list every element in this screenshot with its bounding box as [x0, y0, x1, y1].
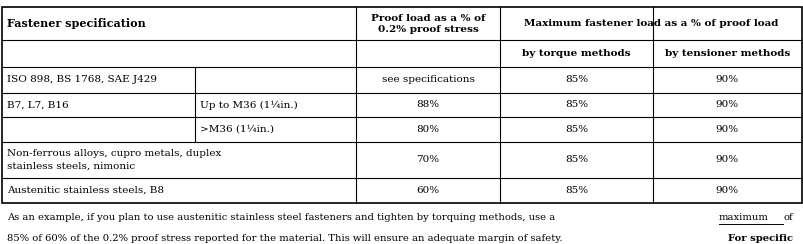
Text: maximum: maximum	[718, 214, 768, 223]
Text: B7, L7, B16: B7, L7, B16	[7, 101, 69, 109]
Text: Fastener specification: Fastener specification	[7, 18, 146, 29]
Text: As an example, if you plan to use austenitic stainless steel fasteners and tight: As an example, if you plan to use austen…	[7, 214, 558, 223]
Text: 90%: 90%	[715, 75, 738, 84]
Text: 90%: 90%	[715, 155, 738, 164]
Text: by tensioner methods: by tensioner methods	[664, 49, 789, 58]
Text: Proof load as a % of
0.2% proof stress: Proof load as a % of 0.2% proof stress	[370, 14, 485, 34]
Text: Up to M36 (1¼in.): Up to M36 (1¼in.)	[200, 100, 298, 110]
Text: 85%: 85%	[565, 186, 587, 195]
Text: >M36 (1¼in.): >M36 (1¼in.)	[200, 125, 274, 134]
Text: by torque methods: by torque methods	[522, 49, 630, 58]
Text: 90%: 90%	[715, 101, 738, 109]
Text: 90%: 90%	[715, 186, 738, 195]
Text: 85% of 60% of the 0.2% proof stress reported for the material. This will ensure : 85% of 60% of the 0.2% proof stress repo…	[7, 234, 565, 243]
Text: 85%: 85%	[565, 101, 587, 109]
Text: 70%: 70%	[416, 155, 439, 164]
Text: 90%: 90%	[715, 125, 738, 134]
Text: Austenitic stainless steels, B8: Austenitic stainless steels, B8	[7, 186, 164, 195]
Text: 60%: 60%	[416, 186, 439, 195]
Bar	[2, 7, 801, 203]
Text: 85%: 85%	[565, 75, 587, 84]
Text: 85%: 85%	[565, 155, 587, 164]
Text: see specifications: see specifications	[381, 75, 474, 84]
Text: ISO 898, BS 1768, SAE J429: ISO 898, BS 1768, SAE J429	[7, 75, 157, 84]
Text: of: of	[782, 214, 792, 223]
Text: Maximum fastener load as a % of proof load: Maximum fastener load as a % of proof lo…	[523, 19, 777, 28]
Text: Non-ferrous alloys, cupro metals, duplex
stainless steels, nimonic: Non-ferrous alloys, cupro metals, duplex…	[7, 149, 222, 170]
Text: 88%: 88%	[416, 101, 439, 109]
Text: For specific: For specific	[728, 234, 793, 243]
Text: 85%: 85%	[565, 125, 587, 134]
Text: 80%: 80%	[416, 125, 439, 134]
